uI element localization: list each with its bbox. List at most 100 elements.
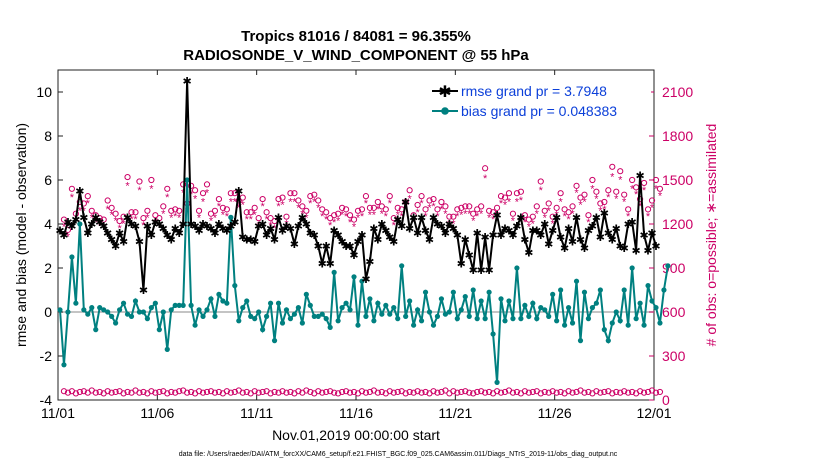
bias-point (399, 263, 405, 269)
rmse-point: ✱ (183, 76, 192, 88)
obs-possible-bottom-marker (295, 388, 302, 395)
rmse-point: ✱ (99, 221, 108, 233)
bias-point (176, 302, 182, 308)
bias-point (581, 289, 588, 295)
bias-point (573, 278, 580, 284)
obs-possible-bottom-marker (350, 388, 358, 396)
bias-point (180, 302, 186, 308)
bias-point (224, 300, 230, 306)
obs-assimilated-marker: * (503, 199, 508, 211)
obs-assimilated-marker: * (328, 220, 333, 232)
bias-point (204, 307, 210, 313)
obs-possible-marker (581, 191, 588, 198)
rmse-point: ✱ (445, 219, 454, 231)
bias-point (212, 313, 218, 319)
obs-possible-bottom-marker (172, 389, 179, 396)
bias-point (303, 291, 309, 297)
bias-point (236, 318, 242, 324)
obs-assimilated-marker: * (360, 211, 365, 223)
obs-possible-marker (458, 204, 465, 211)
bias-point (327, 324, 333, 330)
obs-possible-bottom-marker (541, 388, 548, 396)
obs-assimilated-marker: * (161, 208, 166, 220)
rmse-point: ✱ (290, 239, 299, 251)
obs-possible-bottom-marker (636, 388, 644, 395)
bias-point (414, 307, 421, 313)
bias-point (565, 305, 572, 311)
obs-possible-bottom-marker (251, 388, 258, 395)
bias-point (494, 379, 500, 385)
obs-assimilated-marker: * (451, 219, 456, 231)
obs-possible-bottom-marker (537, 390, 544, 397)
bias-point (585, 316, 592, 322)
obs-possible-marker (593, 188, 600, 195)
bias-point (371, 318, 377, 324)
obs-possible-bottom-marker (454, 389, 461, 396)
bias-point (502, 318, 508, 324)
bias-point (113, 320, 119, 326)
obs-assimilated-marker: * (574, 188, 579, 200)
obs-possible-bottom-marker (652, 389, 660, 396)
bias-point (77, 221, 83, 227)
bias-point (216, 291, 222, 297)
rmse-point: ✱ (457, 259, 466, 271)
bias-point (116, 307, 123, 313)
rmse-point: ✱ (226, 221, 235, 233)
obs-possible-marker (446, 213, 453, 220)
obs-assimilated-marker: * (264, 214, 269, 226)
bias-point (252, 316, 258, 322)
obs-possible-marker (215, 195, 223, 203)
obs-possible-bottom-marker (140, 388, 147, 396)
obs-possible-bottom-marker (625, 389, 632, 396)
obs-assimilated-marker: * (654, 183, 659, 195)
obs-possible-bottom-marker (152, 389, 159, 396)
obs-possible-bottom-marker (331, 389, 338, 396)
rmse-point: ✱ (401, 197, 410, 209)
obs-assimilated-marker: * (348, 217, 353, 229)
obs-assimilated-marker: * (380, 208, 385, 220)
rmse-point: ✱ (202, 221, 211, 233)
bias-point (85, 311, 91, 317)
obs-possible-marker (362, 193, 370, 200)
obs-possible-bottom-marker (223, 388, 230, 395)
bias-point (188, 302, 194, 308)
obs-possible-marker (100, 216, 107, 223)
bias-point (514, 265, 520, 271)
obs-assimilated-marker: * (515, 197, 520, 209)
bias-point (490, 331, 496, 337)
y-right-tick-label: 1500 (662, 172, 693, 188)
bias-point (128, 313, 135, 319)
obs-assimilated-marker: * (562, 211, 567, 223)
bias-point (101, 307, 107, 313)
obs-possible-bottom-marker (92, 389, 99, 396)
obs-possible-bottom-marker (581, 389, 588, 396)
obs-assimilated-marker: * (292, 197, 297, 209)
obs-possible-marker (601, 198, 608, 206)
rmse-point: ✱ (389, 237, 398, 249)
rmse-point: ✱ (381, 226, 390, 238)
obs-assimilated-marker: * (332, 217, 337, 229)
rmse-point: ✱ (528, 226, 537, 238)
obs-possible-bottom-marker (430, 388, 437, 395)
obs-possible-bottom-marker (565, 388, 572, 395)
obs-possible-bottom-marker (573, 388, 580, 396)
y-tick-label: 10 (36, 84, 52, 100)
obs-assimilated-marker: * (443, 208, 448, 220)
obs-possible-bottom-marker (259, 388, 266, 396)
obs-assimilated-marker: * (308, 198, 313, 210)
obs-possible-bottom-marker (327, 388, 334, 395)
obs-possible-marker (486, 207, 493, 214)
rmse-point: ✱ (143, 221, 152, 233)
obs-possible-bottom-marker (148, 388, 155, 395)
rmse-point: ✱ (484, 265, 493, 277)
bias-point (331, 269, 337, 275)
rmse-point: ✱ (377, 219, 386, 231)
obs-possible-bottom-marker (529, 388, 536, 396)
obs-assimilated-marker: * (435, 211, 440, 223)
obs-possible-bottom-marker (243, 388, 250, 396)
obs-possible-bottom-marker (64, 389, 72, 396)
obs-assimilated-marker: * (622, 197, 627, 209)
obs-possible-marker (203, 181, 211, 188)
obs-assimilated-marker: * (129, 214, 134, 226)
rmse-point: ✱ (552, 212, 561, 224)
